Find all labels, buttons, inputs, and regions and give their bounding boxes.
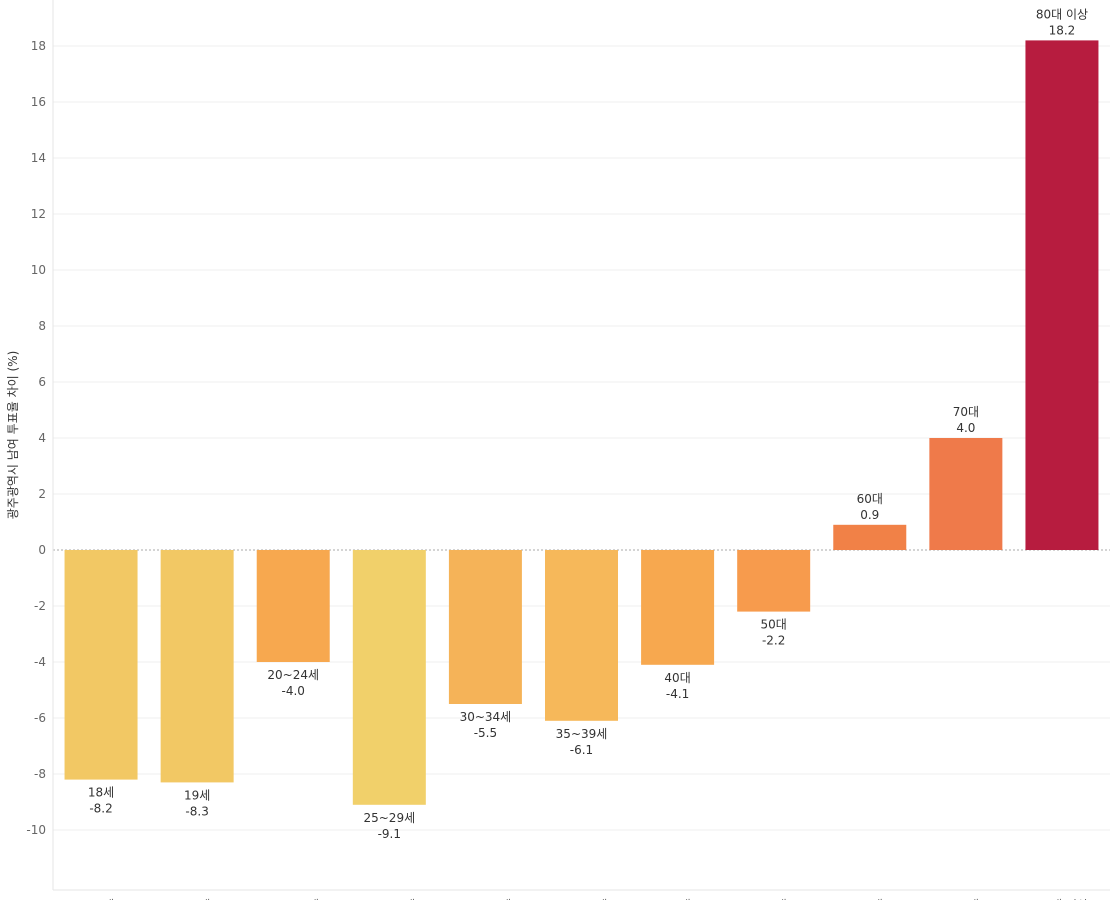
y-tick-label: 6	[38, 375, 46, 389]
data-label-category: 40대	[664, 671, 690, 685]
y-axis: -10 -8 -6 -4 -2 0 2 4 6 8 10 12 14 16 18	[26, 0, 54, 890]
bar	[545, 550, 618, 721]
data-label-value: 0.9	[860, 508, 879, 522]
bar	[1025, 40, 1099, 551]
bar	[160, 550, 234, 783]
data-label-value: -8.3	[185, 804, 208, 818]
data-label-category: 18세	[88, 786, 114, 800]
y-tick-label: -8	[34, 767, 46, 781]
x-tick-label: 18세	[88, 898, 114, 900]
data-label-value: -8.2	[89, 802, 112, 816]
bars	[64, 40, 1099, 805]
data-label-category: 20~24세	[267, 668, 319, 682]
x-tick-label: 30~34세	[460, 898, 512, 900]
bar	[256, 550, 330, 662]
y-tick-label: -2	[34, 599, 46, 613]
bar	[641, 550, 715, 665]
y-tick-label: 12	[31, 207, 46, 221]
data-label-value: -5.5	[474, 726, 497, 740]
data-label-category: 30~34세	[460, 710, 512, 724]
data-label-category: 25~29세	[363, 811, 415, 825]
bar	[448, 550, 522, 704]
x-tick-label: 25~29세	[363, 898, 415, 900]
x-tick-label: 50대	[761, 898, 787, 900]
y-axis-label: 광주광역시 남여 투표율 차이 (%)	[6, 351, 20, 520]
y-tick-label: 18	[31, 39, 46, 53]
data-label-value: 4.0	[956, 421, 975, 435]
data-label-category: 80대 이상	[1036, 7, 1088, 21]
y-tick-label: 14	[31, 151, 46, 165]
data-label-value: -9.1	[378, 827, 401, 841]
y-tick-label: 4	[38, 431, 46, 445]
data-label-category: 35~39세	[556, 727, 608, 741]
data-label-value: -2.2	[762, 634, 785, 648]
y-tick-label: -4	[34, 655, 46, 669]
bar	[352, 550, 426, 805]
data-label-category: 70대	[953, 405, 979, 419]
x-tick-label: 40대	[664, 898, 690, 900]
x-tick-label: 19세	[184, 898, 210, 900]
x-tick-label: 70대	[953, 898, 979, 900]
data-label-value: -6.1	[570, 743, 593, 757]
data-label-value: -4.0	[282, 684, 305, 698]
data-label-category: 50대	[761, 618, 787, 632]
y-tick-label: 8	[38, 319, 46, 333]
bar	[64, 550, 138, 780]
bar	[929, 438, 1003, 550]
x-tick-label: 60대	[857, 898, 883, 900]
bar	[737, 550, 811, 612]
y-tick-label: 16	[31, 95, 46, 109]
x-tick-label: 35~39세	[556, 898, 608, 900]
x-tick-label: 20~24세	[267, 898, 319, 900]
y-tick-label: -6	[34, 711, 46, 725]
x-tick-label: 80대 이상	[1036, 898, 1088, 900]
data-label-category: 60대	[857, 492, 883, 506]
x-axis: 18세 19세 20~24세 25~29세 30~34세 35~39세 40대 50대 60대 7…	[53, 889, 1110, 900]
y-tick-label: 10	[31, 263, 46, 277]
y-tick-label: 0	[38, 543, 46, 557]
data-label-category: 19세	[184, 788, 210, 802]
data-label-value: 18.2	[1049, 23, 1076, 37]
data-labels: 18세 -8.2 19세 -8.3 20~24세 -4.0 25~29세 -9.1 30~34세…	[88, 7, 1088, 840]
y-tick-label: 2	[38, 487, 46, 501]
bar	[833, 524, 907, 550]
data-label-value: -4.1	[666, 687, 689, 701]
y-tick-label: -10	[26, 823, 46, 837]
